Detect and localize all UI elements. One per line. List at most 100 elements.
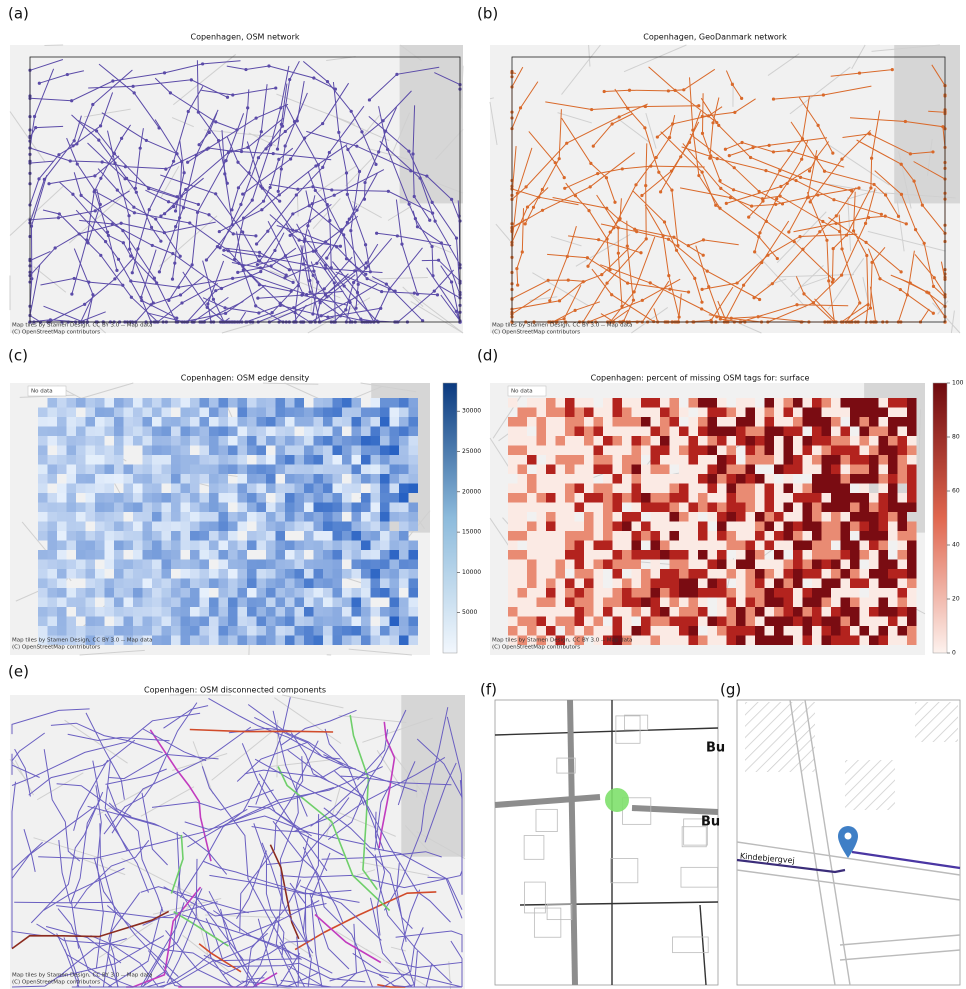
heat-cell (755, 407, 765, 417)
heat-cell (859, 445, 869, 455)
heat-cell (38, 607, 48, 617)
heat-cell (840, 550, 850, 560)
heat-cell (907, 607, 917, 617)
heat-cell (313, 588, 323, 598)
heat-cell (859, 426, 869, 436)
heat-cell (95, 407, 105, 417)
heat-cell (361, 493, 371, 503)
heat-cell (237, 455, 247, 465)
heat-cell (612, 559, 622, 569)
heat-cell (209, 426, 219, 436)
heat-cell (660, 531, 670, 541)
heat-cell (209, 493, 219, 503)
heat-cell (793, 455, 803, 465)
heat-cell (536, 502, 546, 512)
network-edge (11, 841, 43, 947)
heat-cell (104, 502, 114, 512)
heat-cell (237, 540, 247, 550)
heat-cell (104, 550, 114, 560)
heat-cell (850, 578, 860, 588)
heat-cell (631, 455, 641, 465)
heat-cell (142, 464, 152, 474)
heat-cell (95, 502, 105, 512)
heat-cell (209, 569, 219, 579)
heat-cell (726, 502, 736, 512)
heat-cell (508, 607, 518, 617)
heat-cell (660, 550, 670, 560)
heat-cell (294, 493, 304, 503)
base-street (182, 934, 229, 972)
heat-cell (859, 626, 869, 636)
heat-cell (180, 474, 190, 484)
heat-cell (897, 512, 907, 522)
heat-cell (332, 493, 342, 503)
heat-cell (527, 445, 537, 455)
heat-cell (546, 635, 556, 645)
heat-cell (304, 597, 314, 607)
network-edge (85, 892, 141, 988)
network-edge (614, 88, 679, 246)
heat-cell (38, 578, 48, 588)
heat-cell (783, 635, 793, 645)
heat-cell (133, 607, 143, 617)
heat-cell (399, 521, 409, 531)
heat-cell (764, 512, 774, 522)
heat-cell (237, 474, 247, 484)
heat-cell (361, 407, 371, 417)
heat-cell (897, 521, 907, 531)
network-edge (143, 888, 203, 987)
heat-cell (228, 398, 238, 408)
heat-cell (180, 417, 190, 427)
heat-cell (323, 521, 333, 531)
base-street (404, 825, 434, 856)
heat-cell (152, 540, 162, 550)
network-edge (604, 68, 716, 92)
heat-cell (85, 493, 95, 503)
heat-cell (878, 426, 888, 436)
heat-cell (294, 407, 304, 417)
heat-cell (688, 464, 698, 474)
heat-cell (332, 426, 342, 436)
heat-cell (190, 521, 200, 531)
heat-cell (546, 559, 556, 569)
heat-cell (593, 559, 603, 569)
heat-cell (180, 540, 190, 550)
network-edge (196, 60, 228, 184)
heat-cell (304, 464, 314, 474)
heat-cell (793, 607, 803, 617)
heat-cell (574, 407, 584, 417)
heat-cell (370, 569, 380, 579)
heat-cell (161, 445, 171, 455)
network-edge (828, 216, 902, 273)
heat-cell (313, 550, 323, 560)
network-edge (397, 269, 454, 323)
network-edge (867, 248, 934, 314)
heat-cell (688, 474, 698, 484)
heat-cell (380, 502, 390, 512)
heat-cell (152, 436, 162, 446)
heat-cell (593, 464, 603, 474)
heat-cell (57, 607, 67, 617)
heat-cell (57, 588, 67, 598)
heat-cell (342, 493, 352, 503)
heat-cell (527, 616, 537, 626)
heat-cell (218, 436, 228, 446)
network-edge (309, 893, 350, 970)
heat-cell (38, 417, 48, 427)
heat-cell (95, 445, 105, 455)
heat-cell (85, 597, 95, 607)
heat-cell (755, 559, 765, 569)
heat-cell (869, 588, 879, 598)
network-edge (314, 274, 356, 323)
network-edge (29, 60, 241, 102)
network-edge (11, 753, 40, 778)
heat-cell (294, 436, 304, 446)
attribution: Map tiles by Stamen Design, CC BY 3.0 --… (12, 638, 153, 644)
network-edge (201, 87, 276, 96)
heat-cell (831, 578, 841, 588)
heat-cell (783, 398, 793, 408)
heat-cell (812, 588, 822, 598)
heat-cell (171, 540, 181, 550)
heat-cell (850, 616, 860, 626)
network-edge (87, 188, 101, 244)
